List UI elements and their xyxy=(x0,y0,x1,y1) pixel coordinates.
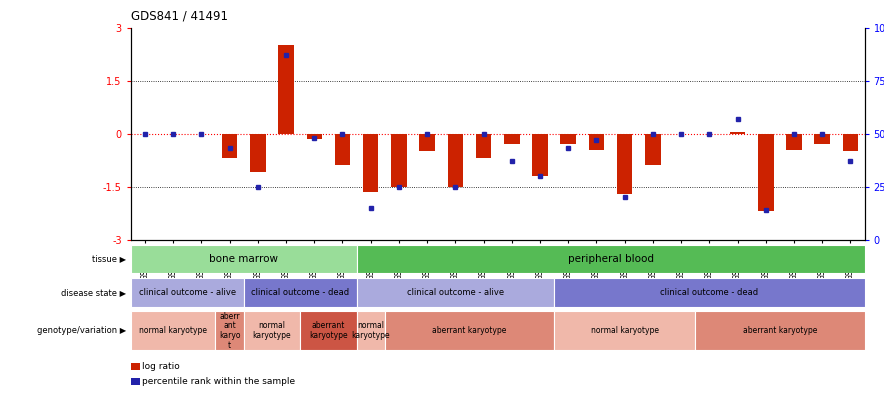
Bar xyxy=(554,278,865,307)
Bar xyxy=(250,133,265,173)
Bar xyxy=(532,133,548,176)
Bar xyxy=(335,133,350,166)
Bar xyxy=(695,311,865,350)
Bar xyxy=(278,46,293,133)
Bar xyxy=(589,133,605,150)
Text: clinical outcome - dead: clinical outcome - dead xyxy=(660,288,758,297)
Text: aberrant
karyotype: aberrant karyotype xyxy=(309,321,347,340)
Bar xyxy=(504,133,520,144)
Bar xyxy=(356,278,554,307)
Bar xyxy=(786,133,802,150)
Bar xyxy=(758,133,774,211)
Bar xyxy=(730,132,745,133)
Bar xyxy=(842,133,858,151)
Bar xyxy=(244,278,356,307)
Bar xyxy=(307,133,322,139)
Text: normal
karyotype: normal karyotype xyxy=(253,321,291,340)
Bar xyxy=(814,133,830,144)
Text: disease state ▶: disease state ▶ xyxy=(61,288,126,297)
Text: genotype/variation ▶: genotype/variation ▶ xyxy=(37,326,126,335)
Text: aberrant karyotype: aberrant karyotype xyxy=(743,326,817,335)
Bar xyxy=(301,311,356,350)
Bar xyxy=(131,245,356,273)
Bar xyxy=(447,133,463,187)
Bar xyxy=(222,133,238,158)
Text: aberrant karyotype: aberrant karyotype xyxy=(432,326,507,335)
Bar xyxy=(476,133,492,158)
Bar xyxy=(363,133,378,192)
Text: tissue ▶: tissue ▶ xyxy=(92,255,126,263)
Text: clinical outcome - alive: clinical outcome - alive xyxy=(407,288,504,297)
Bar xyxy=(560,133,576,144)
Bar xyxy=(391,133,407,187)
Bar xyxy=(131,278,244,307)
Bar xyxy=(554,311,695,350)
Bar xyxy=(385,311,554,350)
Bar xyxy=(617,133,632,194)
Text: normal
karyotype: normal karyotype xyxy=(351,321,390,340)
Bar xyxy=(131,311,216,350)
Text: bone marrow: bone marrow xyxy=(210,254,278,264)
Text: peripheral blood: peripheral blood xyxy=(568,254,653,264)
Text: aberr
ant
karyo
t: aberr ant karyo t xyxy=(219,312,240,350)
Text: normal karyotype: normal karyotype xyxy=(591,326,659,335)
Bar xyxy=(356,311,385,350)
Bar xyxy=(216,311,244,350)
Text: clinical outcome - dead: clinical outcome - dead xyxy=(251,288,349,297)
Bar xyxy=(419,133,435,151)
Bar xyxy=(645,133,660,166)
Text: clinical outcome - alive: clinical outcome - alive xyxy=(139,288,236,297)
Text: GDS841 / 41491: GDS841 / 41491 xyxy=(131,10,228,22)
Text: normal karyotype: normal karyotype xyxy=(139,326,207,335)
Bar xyxy=(356,245,865,273)
Text: percentile rank within the sample: percentile rank within the sample xyxy=(142,377,295,386)
Text: log ratio: log ratio xyxy=(142,362,180,371)
Bar xyxy=(244,311,301,350)
